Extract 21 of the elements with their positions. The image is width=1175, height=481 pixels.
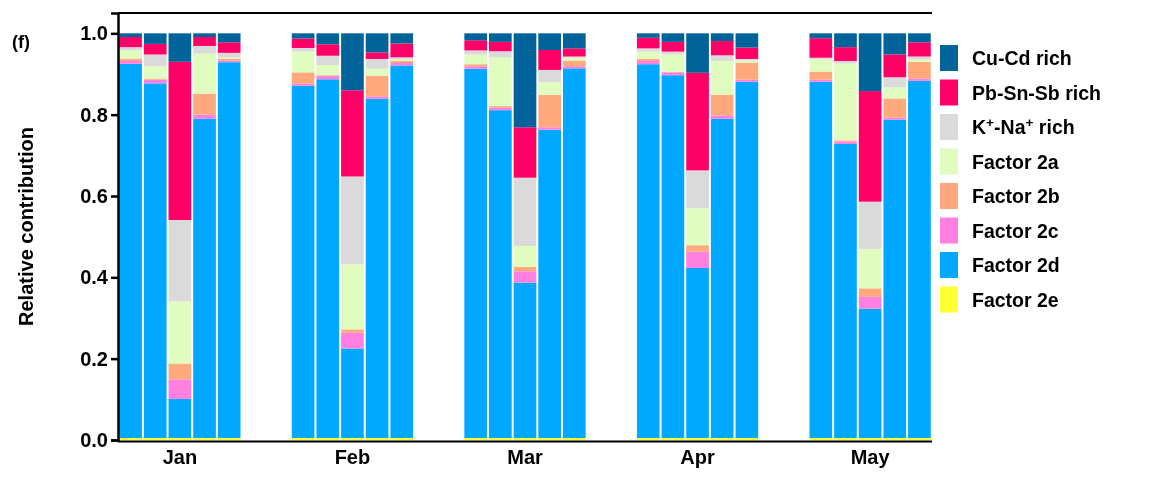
legend-label: Factor 2a [972,150,1059,173]
x-tick-label: May [850,446,891,469]
legend-label: K$^{+}$-Na$^{+}$ rich [972,114,1075,138]
y-tick-label: 0.8 [80,103,108,126]
x-tick-label: Feb [334,446,371,469]
y-tick-label: 0.6 [80,184,108,207]
y-tick-label: 1.0 [80,22,108,45]
text: (f) [12,32,30,52]
x-tick-label: Jan [162,446,198,469]
legend-label: Pb-Sn-Sb rich [972,81,1101,104]
legend-label: Factor 2c [972,219,1059,242]
y-tick-label: 0.0 [80,428,108,451]
legend-label: Factor 2d [972,254,1060,276]
x-tick-label: Apr [680,446,715,469]
y-tick-label: 0.2 [80,347,108,370]
legend-label: Factor 2b [972,185,1060,207]
y-tick-label: 0.4 [80,266,109,289]
y-axis-title: Relative contribution [15,127,37,326]
legend-label: Cu-Cd rich [972,47,1072,69]
x-tick-label: Mar [507,446,543,469]
legend-label: Factor 2e [972,288,1059,311]
